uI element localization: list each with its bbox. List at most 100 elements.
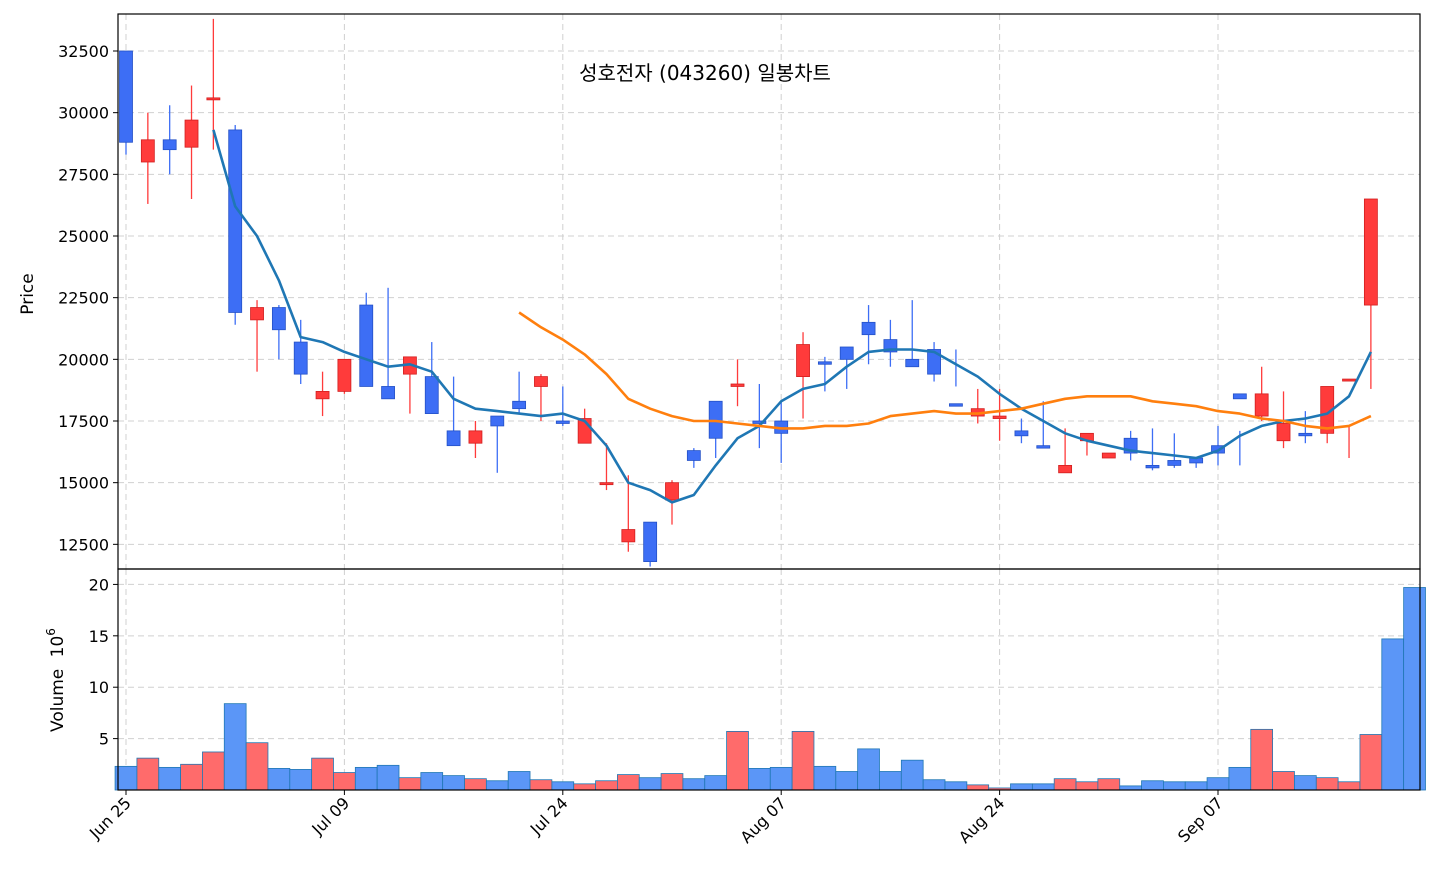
volume-y-axis-label: Volume 106	[44, 628, 68, 732]
candle	[1145, 428, 1160, 471]
candle-body	[512, 400, 527, 410]
candle	[534, 374, 548, 421]
price-y-axis-label: Price	[18, 273, 38, 314]
volume-y-axis-label-text: Volume	[48, 669, 68, 732]
moving-average-lines	[212, 129, 1373, 504]
price-y-tick-label: 25000	[58, 227, 109, 246]
x-tick-label: Aug 24	[955, 793, 1009, 847]
candle	[140, 112, 155, 204]
candle	[599, 443, 614, 491]
volume-bar	[748, 768, 771, 791]
x-tick-label: Sep 07	[1174, 793, 1227, 846]
volume-bars	[114, 587, 1426, 791]
candle-body	[162, 139, 177, 151]
volume-bar	[180, 763, 203, 791]
volume-bar	[507, 771, 531, 791]
volume-bar	[529, 779, 553, 791]
candle-body	[992, 415, 1007, 419]
candle-body	[534, 376, 548, 387]
candle-body	[555, 420, 570, 424]
volume-bar	[1141, 780, 1164, 791]
candle	[861, 305, 876, 365]
volume-bar	[398, 777, 422, 791]
candle-body	[905, 358, 920, 368]
volume-bar	[1075, 781, 1099, 791]
candle-body	[468, 430, 483, 444]
candle-body	[1276, 423, 1291, 442]
price-y-tick-label: 15000	[58, 474, 109, 493]
price-y-ticks: 12500 15000 17500 20000 22500 25000 27500 30000…	[58, 42, 118, 554]
candle	[970, 388, 985, 424]
volume-y-tick-label: 15	[89, 627, 109, 646]
volume-bar	[638, 777, 662, 791]
candle	[1036, 401, 1051, 449]
volume-y-axis-exponent: 6	[44, 628, 58, 636]
candle	[1167, 433, 1182, 468]
candle	[424, 342, 439, 415]
price-grid	[118, 14, 1420, 569]
candle-body	[1101, 452, 1116, 459]
volume-y-tick-label: 20	[89, 575, 109, 594]
candle-body	[315, 390, 330, 400]
candle	[1232, 393, 1247, 466]
volume-bar	[1337, 781, 1361, 791]
volume-bar	[1119, 785, 1142, 791]
price-panel-frame	[117, 13, 1421, 570]
volume-bar	[857, 748, 880, 791]
candle	[708, 400, 723, 458]
volume-bar	[1228, 766, 1252, 791]
volume-bar	[769, 766, 793, 791]
volume-bar	[420, 772, 444, 791]
volume-bar	[485, 780, 509, 791]
volume-bar	[464, 778, 487, 791]
volume-bar	[879, 771, 902, 791]
candle-body	[293, 341, 308, 375]
candle	[949, 349, 963, 407]
candle	[686, 448, 701, 468]
price-y-tick-label: 27500	[58, 165, 109, 184]
candle-body	[949, 403, 963, 407]
candle-body	[665, 482, 679, 501]
ma-long-line	[518, 311, 1372, 430]
volume-bar	[267, 768, 291, 791]
candle-body	[271, 307, 286, 331]
volume-bar	[660, 773, 684, 791]
volume-bar	[551, 781, 575, 791]
candle-body	[1145, 464, 1160, 469]
candle	[1101, 452, 1116, 459]
volume-bar	[1053, 778, 1077, 791]
candle-body	[359, 304, 374, 387]
volume-bar	[1250, 728, 1274, 791]
candle	[250, 300, 264, 372]
candle-body	[1058, 464, 1073, 474]
volume-bar	[682, 778, 706, 791]
volume-bar	[1381, 638, 1405, 791]
volume-bar	[617, 774, 640, 791]
candle	[271, 305, 286, 360]
volume-bar	[223, 703, 247, 791]
volume-grid	[118, 569, 1420, 790]
volume-bar	[1097, 778, 1121, 791]
candle	[490, 415, 505, 473]
candle	[359, 292, 374, 387]
x-tick-label: Jul 09	[307, 793, 353, 839]
candle-body	[1232, 393, 1247, 400]
price-y-tick-label: 30000	[58, 104, 109, 123]
candle	[1363, 198, 1378, 389]
candle-body	[643, 521, 658, 563]
candle	[774, 401, 789, 463]
candle	[337, 358, 352, 394]
candle-body	[599, 482, 614, 486]
candle	[1254, 366, 1269, 421]
volume-bar	[1359, 734, 1383, 791]
price-y-tick-label: 32500	[58, 42, 109, 61]
volume-bar	[944, 781, 968, 791]
candle	[992, 388, 1007, 441]
candle	[905, 300, 920, 368]
volume-bar	[922, 779, 946, 791]
candle-body	[730, 383, 745, 387]
plot-frames	[117, 13, 1421, 791]
volume-bar	[1163, 781, 1186, 791]
candle-body	[206, 97, 221, 101]
candlesticks	[119, 18, 1378, 567]
